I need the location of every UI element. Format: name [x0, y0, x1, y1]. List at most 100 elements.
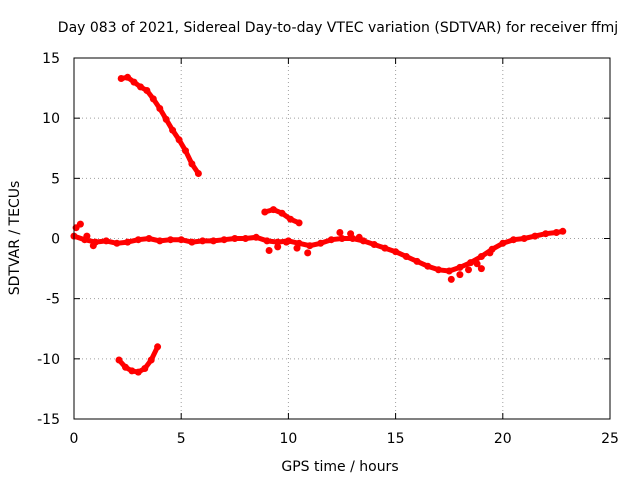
- y-tick-label: 10: [42, 111, 60, 127]
- y-tick-label: 15: [42, 51, 60, 67]
- x-axis-label: GPS time / hours: [281, 459, 398, 475]
- y-tick-label: -10: [37, 352, 60, 368]
- x-tick-label: 20: [494, 431, 512, 447]
- data-point: [336, 229, 344, 236]
- data-point: [182, 147, 189, 155]
- data-point: [147, 356, 155, 364]
- data-point: [175, 136, 183, 144]
- data-point: [128, 367, 136, 375]
- data-point: [130, 78, 138, 86]
- data-series: [70, 73, 567, 376]
- data-point: [473, 260, 481, 268]
- data-point: [113, 239, 121, 247]
- data-point: [102, 237, 110, 245]
- data-point: [156, 105, 164, 112]
- data-point: [134, 368, 142, 376]
- data-point: [209, 237, 217, 245]
- data-point: [355, 233, 363, 241]
- data-point: [156, 237, 164, 245]
- data-point: [89, 242, 97, 250]
- data-point: [117, 75, 125, 82]
- series-low-arc: [115, 343, 162, 376]
- data-point: [304, 249, 312, 257]
- data-point: [510, 236, 517, 244]
- series-line-high-arc: [118, 74, 201, 176]
- data-point: [435, 266, 442, 274]
- data-point: [274, 243, 282, 251]
- data-point: [477, 253, 485, 260]
- data-point: [231, 235, 239, 242]
- chart-title: Day 083 of 2021, Sidereal Day-to-day VTE…: [58, 20, 618, 36]
- data-point: [263, 237, 271, 245]
- data-point: [445, 267, 453, 275]
- data-point: [115, 356, 123, 364]
- data-point: [520, 235, 528, 242]
- data-point: [282, 238, 290, 246]
- data-point: [306, 242, 314, 250]
- data-point: [413, 257, 421, 265]
- x-tick-label: 5: [177, 431, 186, 447]
- data-point: [177, 236, 185, 244]
- data-point: [274, 238, 282, 246]
- data-point: [162, 115, 170, 123]
- data-point: [559, 227, 567, 235]
- data-point: [122, 363, 129, 371]
- data-point: [552, 229, 560, 236]
- data-point: [370, 241, 378, 248]
- axis-ticks: 0 5 10 15 20 25 -15 -10 -5 0 5 10 15: [37, 51, 619, 447]
- data-point: [143, 87, 151, 94]
- data-point: [242, 235, 249, 242]
- data-point: [194, 170, 202, 177]
- data-point: [188, 160, 196, 168]
- y-tick-label: 0: [51, 232, 60, 248]
- data-point: [499, 239, 507, 247]
- y-tick-label: -15: [37, 412, 60, 428]
- data-point: [137, 83, 144, 91]
- data-point: [134, 236, 142, 244]
- data-point: [124, 73, 132, 81]
- series-extra-segments: [72, 220, 494, 283]
- data-point: [402, 253, 410, 260]
- data-point: [145, 235, 153, 242]
- data-point: [169, 126, 177, 134]
- y-tick-label: 5: [51, 171, 60, 187]
- data-point: [167, 236, 174, 244]
- data-point: [83, 232, 91, 240]
- data-point: [76, 220, 84, 228]
- data-point: [149, 95, 157, 103]
- data-point: [477, 265, 485, 273]
- data-point: [154, 343, 162, 351]
- data-point: [424, 262, 432, 270]
- series-short-arc: [261, 206, 303, 227]
- data-point: [381, 244, 389, 252]
- data-point: [188, 238, 196, 246]
- series-high-arc: [117, 73, 202, 177]
- data-point: [269, 206, 277, 214]
- data-point: [486, 249, 494, 257]
- data-point: [278, 209, 286, 217]
- data-point: [261, 208, 269, 216]
- data-point: [347, 230, 355, 238]
- data-point: [141, 365, 149, 372]
- data-point: [317, 239, 325, 247]
- data-point: [252, 233, 260, 241]
- data-point: [447, 275, 455, 283]
- x-tick-label: 25: [601, 431, 619, 447]
- data-point: [287, 215, 294, 223]
- data-point: [392, 248, 400, 256]
- x-tick-label: 10: [279, 431, 297, 447]
- data-point: [531, 232, 539, 240]
- data-point: [465, 266, 472, 274]
- data-point: [327, 236, 335, 244]
- data-point: [295, 219, 303, 227]
- data-point: [124, 238, 132, 246]
- series-main-band: [70, 227, 567, 275]
- data-point: [199, 237, 207, 245]
- data-point: [456, 263, 464, 271]
- y-axis-label: SDTVAR / TECUs: [7, 181, 23, 296]
- data-point: [456, 271, 464, 279]
- data-point: [338, 235, 346, 242]
- data-point: [542, 230, 550, 238]
- x-tick-label: 0: [70, 431, 79, 447]
